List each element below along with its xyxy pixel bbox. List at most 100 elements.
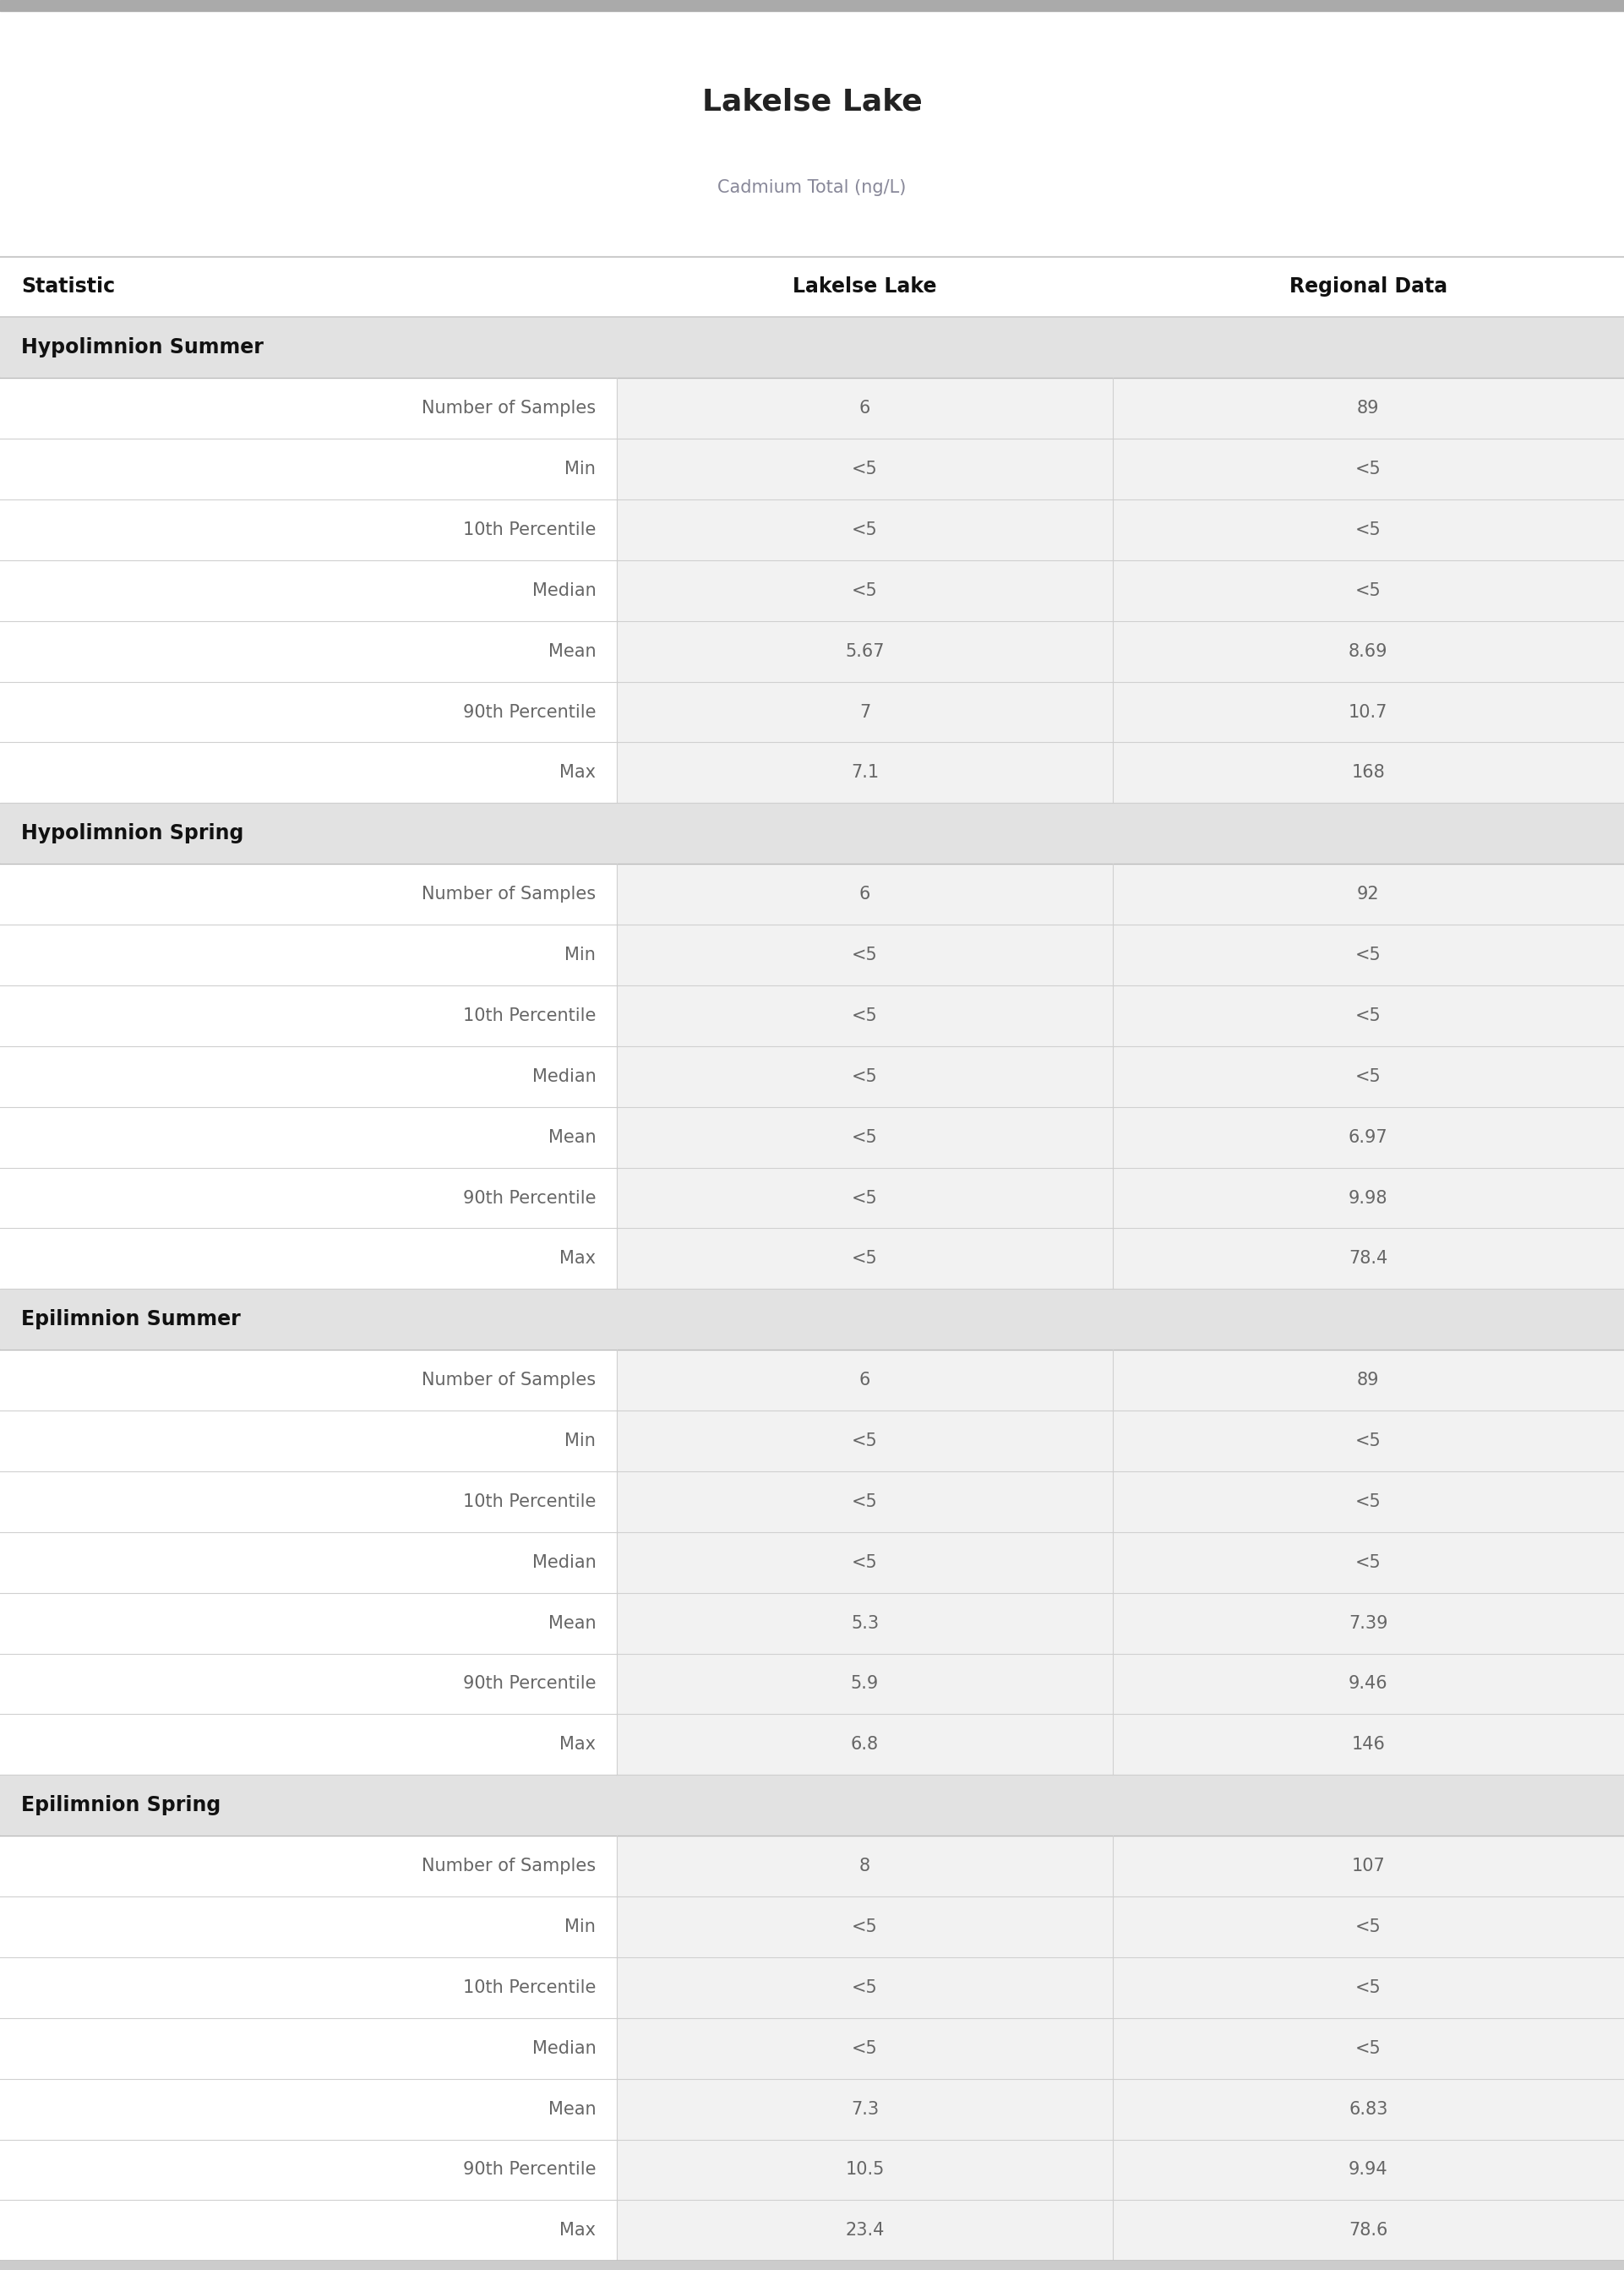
Bar [617, 1167, 1624, 1228]
Text: 7.39: 7.39 [1348, 1614, 1389, 1632]
Bar [0, 1775, 1624, 1836]
Text: 8: 8 [859, 1857, 870, 1875]
Bar [617, 1653, 1624, 1714]
Text: 90th Percentile: 90th Percentile [463, 1189, 596, 1205]
Text: 9.94: 9.94 [1348, 2161, 1389, 2179]
Bar [0, 499, 617, 561]
Text: 9.98: 9.98 [1348, 1189, 1389, 1205]
Bar [0, 622, 617, 681]
Text: <5: <5 [853, 461, 877, 477]
Text: <5: <5 [853, 581, 877, 599]
Text: 10th Percentile: 10th Percentile [463, 1494, 596, 1510]
Text: <5: <5 [853, 1069, 877, 1085]
Text: <5: <5 [1356, 1494, 1380, 1510]
Text: Mean: Mean [549, 2100, 596, 2118]
Bar [617, 499, 1624, 561]
Bar [0, 1653, 617, 1714]
Bar [0, 1108, 617, 1167]
Bar [0, 1167, 617, 1228]
Text: Mean: Mean [549, 1128, 596, 1146]
Text: Max: Max [560, 765, 596, 781]
Text: <5: <5 [853, 1432, 877, 1448]
Text: <5: <5 [853, 2041, 877, 2057]
Bar [617, 1228, 1624, 1289]
Text: Epilimnion Spring: Epilimnion Spring [21, 1796, 221, 1816]
Text: 146: 146 [1351, 1737, 1385, 1752]
Bar [617, 561, 1624, 622]
Text: <5: <5 [853, 1189, 877, 1205]
Text: Number of Samples: Number of Samples [422, 1857, 596, 1875]
Text: 5.67: 5.67 [844, 642, 885, 661]
Text: <5: <5 [853, 1128, 877, 1146]
Bar [0, 2079, 617, 2138]
Text: 6.8: 6.8 [851, 1737, 879, 1752]
Bar [0, 1046, 617, 1108]
Text: <5: <5 [1356, 522, 1380, 538]
Bar [617, 1957, 1624, 2018]
Bar [0, 1594, 617, 1653]
Bar [0, 1532, 617, 1594]
Text: Epilimnion Summer: Epilimnion Summer [21, 1310, 240, 1330]
Text: 5.3: 5.3 [851, 1614, 879, 1632]
Bar [0, 1410, 617, 1471]
Text: 9.46: 9.46 [1348, 1675, 1389, 1693]
Text: Number of Samples: Number of Samples [422, 1371, 596, 1389]
Text: Median: Median [533, 581, 596, 599]
Text: 90th Percentile: 90th Percentile [463, 2161, 596, 2179]
Text: <5: <5 [853, 522, 877, 538]
Text: 10.7: 10.7 [1348, 704, 1389, 720]
Text: Statistic: Statistic [21, 277, 115, 297]
Bar [617, 2018, 1624, 2079]
Bar [617, 1351, 1624, 1410]
Text: 6: 6 [859, 885, 870, 903]
Text: 10.5: 10.5 [844, 2161, 885, 2179]
Bar [0, 257, 1624, 318]
Text: <5: <5 [853, 947, 877, 962]
Bar [0, 2138, 617, 2200]
Bar [0, 2018, 617, 2079]
Bar [0, 1895, 617, 1957]
Text: <5: <5 [1356, 581, 1380, 599]
Bar [617, 985, 1624, 1046]
Text: Lakelse Lake: Lakelse Lake [793, 277, 937, 297]
Bar [0, 985, 617, 1046]
Bar [0, 438, 617, 499]
Bar [617, 742, 1624, 804]
Text: Min: Min [565, 461, 596, 477]
Bar [0, 1714, 617, 1775]
Text: 92: 92 [1358, 885, 1379, 903]
Text: Regional Data: Regional Data [1289, 277, 1447, 297]
Text: 7: 7 [859, 704, 870, 720]
Text: Median: Median [533, 2041, 596, 2057]
Text: Lakelse Lake: Lakelse Lake [702, 89, 922, 116]
Bar [617, 622, 1624, 681]
Text: Median: Median [533, 1555, 596, 1571]
Bar [0, 742, 617, 804]
Text: 89: 89 [1358, 1371, 1379, 1389]
Bar [617, 438, 1624, 499]
Bar [617, 2200, 1624, 2261]
Text: 6.97: 6.97 [1348, 1128, 1389, 1146]
Bar [0, 1228, 617, 1289]
Text: 78.4: 78.4 [1348, 1251, 1389, 1267]
Text: <5: <5 [853, 1918, 877, 1936]
Text: 6: 6 [859, 1371, 870, 1389]
Text: Number of Samples: Number of Samples [422, 400, 596, 418]
Bar [0, 865, 617, 924]
Text: 107: 107 [1351, 1857, 1385, 1875]
Bar [0, 0, 1624, 11]
Text: Min: Min [565, 1432, 596, 1448]
Bar [617, 1471, 1624, 1532]
Bar [0, 681, 617, 742]
Bar [0, 561, 617, 622]
Text: 168: 168 [1351, 765, 1385, 781]
Bar [0, 2261, 1624, 2270]
Bar [0, 1836, 617, 1895]
Text: <5: <5 [853, 1555, 877, 1571]
Text: 8.69: 8.69 [1348, 642, 1389, 661]
Text: Min: Min [565, 1918, 596, 1936]
Bar [0, 1471, 617, 1532]
Text: Min: Min [565, 947, 596, 962]
Bar [617, 1532, 1624, 1594]
Bar [617, 924, 1624, 985]
